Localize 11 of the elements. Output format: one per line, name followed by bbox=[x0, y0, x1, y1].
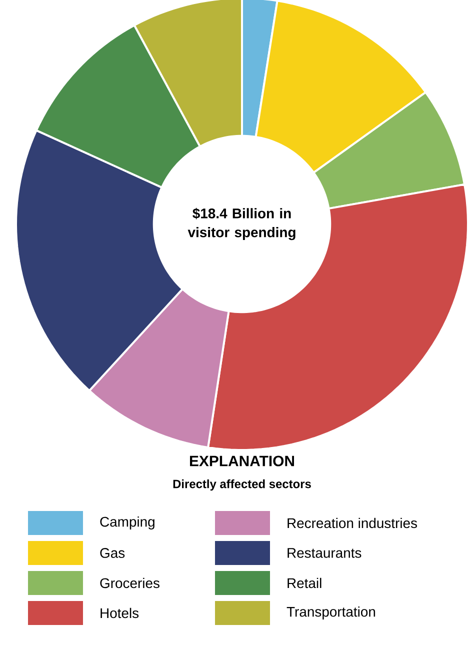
legend-label: Camping bbox=[100, 516, 154, 530]
legend-label: Recreation industries bbox=[288, 518, 417, 528]
legend-label: Groceries bbox=[100, 578, 160, 588]
legend-label: Retail bbox=[288, 578, 322, 588]
text: Directly affected sectors bbox=[173, 479, 311, 491]
legend-label: Restaurants bbox=[288, 548, 362, 558]
legend-label: Hotels bbox=[100, 608, 139, 618]
legend-title: EXPLANATION bbox=[190, 456, 294, 466]
legend-label: Transportation bbox=[286, 606, 376, 620]
text: $18.4 Billion in visitor spending bbox=[188, 208, 296, 240]
legend-label: Gas bbox=[100, 548, 125, 558]
